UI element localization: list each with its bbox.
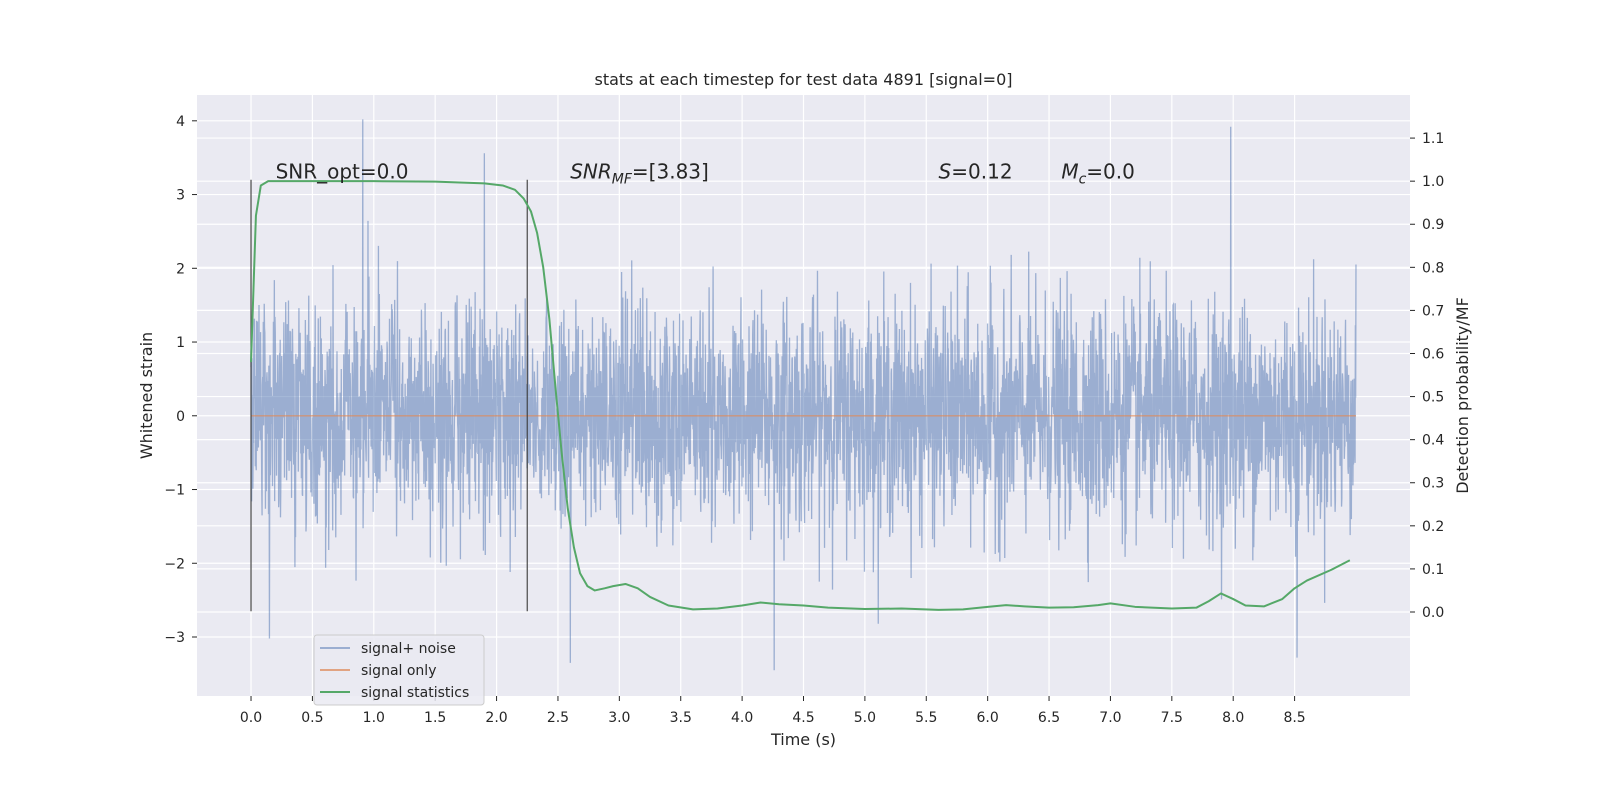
series-signal-plus-noise — [250, 119, 1357, 671]
x-tick-label-13: 6.5 — [1038, 710, 1060, 726]
y-left-tick-label-5: 2 — [176, 261, 185, 277]
annotation-2: S=0.12 — [939, 159, 1013, 183]
x-tick-label-7: 3.5 — [670, 710, 692, 726]
x-tick-label-3: 1.5 — [424, 710, 446, 726]
annotations: SNR_opt=0.0 SNRMF=[3.83] S=0.12 Mc=0.0 — [276, 159, 1135, 187]
legend: signal+ noise signal only signal statistic… — [313, 634, 485, 706]
y-right-tick-label-10: 1.0 — [1422, 174, 1444, 190]
x-tick-label-5: 2.5 — [547, 710, 569, 726]
legend-label-2: signal statistics — [361, 685, 469, 701]
y-right-tick-label-1: 0.1 — [1422, 562, 1444, 578]
y-right-tick-label-3: 0.3 — [1422, 476, 1444, 492]
y-right-ticks: 0.0 0.1 0.2 0.3 0.4 0.5 0.6 0.7 0.8 0.9 1.0 1.1 — [1410, 131, 1444, 621]
y-right-tick-label-4: 0.4 — [1422, 433, 1444, 449]
annotation-1: SNRMF=[3.83] — [570, 159, 709, 187]
legend-label-0: signal+ noise — [361, 641, 456, 657]
y-left-axis-label: Whitened strain — [137, 332, 156, 459]
x-tick-label-4: 2.0 — [485, 710, 507, 726]
y-left-tick-label-2: −1 — [164, 483, 185, 499]
x-tick-label-14: 7.0 — [1099, 710, 1121, 726]
y-right-tick-label-11: 1.1 — [1422, 131, 1444, 147]
x-tick-label-16: 8.0 — [1222, 710, 1244, 726]
y-right-tick-label-8: 0.8 — [1422, 260, 1444, 276]
signal-statistics-line — [250, 180, 1351, 611]
y-left-tick-label-4: 1 — [176, 335, 185, 351]
y-right-tick-label-0: 0.0 — [1422, 605, 1444, 621]
annotation-0: SNR_opt=0.0 — [276, 159, 409, 183]
x-tick-label-0: 0.0 — [240, 710, 262, 726]
legend-box — [313, 634, 485, 706]
y-left-tick-label-3: 0 — [176, 409, 185, 425]
y-left-tick-label-1: −2 — [164, 556, 185, 572]
y-right-tick-label-6: 0.6 — [1422, 346, 1444, 362]
x-tick-label-11: 5.5 — [915, 710, 937, 726]
x-tick-label-15: 7.5 — [1161, 710, 1183, 726]
vertical-markers — [250, 179, 528, 612]
x-tick-label-9: 4.5 — [792, 710, 814, 726]
legend-label-1: signal only — [361, 663, 436, 679]
x-tick-label-10: 5.0 — [854, 710, 876, 726]
y-left-tick-label-7: 4 — [176, 114, 185, 130]
x-ticks: 0.0 0.5 1.0 1.5 2.0 2.5 3.0 3.5 4.0 4.5 5.0 5.5 6.0 6… — [240, 696, 1306, 726]
y-right-tick-label-5: 0.5 — [1422, 390, 1444, 406]
y-right-tick-label-7: 0.7 — [1422, 303, 1444, 319]
y-right-tick-label-2: 0.2 — [1422, 519, 1444, 535]
y-left-tick-label-6: 3 — [176, 188, 185, 204]
x-tick-label-8: 4.0 — [731, 710, 753, 726]
x-tick-label-2: 1.0 — [363, 710, 385, 726]
x-tick-label-17: 8.5 — [1283, 710, 1305, 726]
signal-plus-noise-line — [250, 119, 1357, 671]
chart-title: stats at each timestep for test data 489… — [594, 70, 1012, 89]
y-right-tick-label-9: 0.9 — [1422, 217, 1444, 233]
x-tick-label-1: 0.5 — [301, 710, 323, 726]
y-left-ticks: −3 −2 −1 0 1 2 3 4 — [164, 114, 197, 646]
x-tick-label-6: 3.0 — [608, 710, 630, 726]
x-tick-label-12: 6.0 — [977, 710, 999, 726]
series-signal-statistics — [250, 180, 1351, 611]
y-right-axis-label: Detection probability/MF — [1453, 297, 1472, 494]
y-left-tick-label-0: −3 — [164, 630, 185, 646]
annotation-3: Mc=0.0 — [1061, 159, 1135, 187]
x-axis-label: Time (s) — [770, 730, 836, 749]
